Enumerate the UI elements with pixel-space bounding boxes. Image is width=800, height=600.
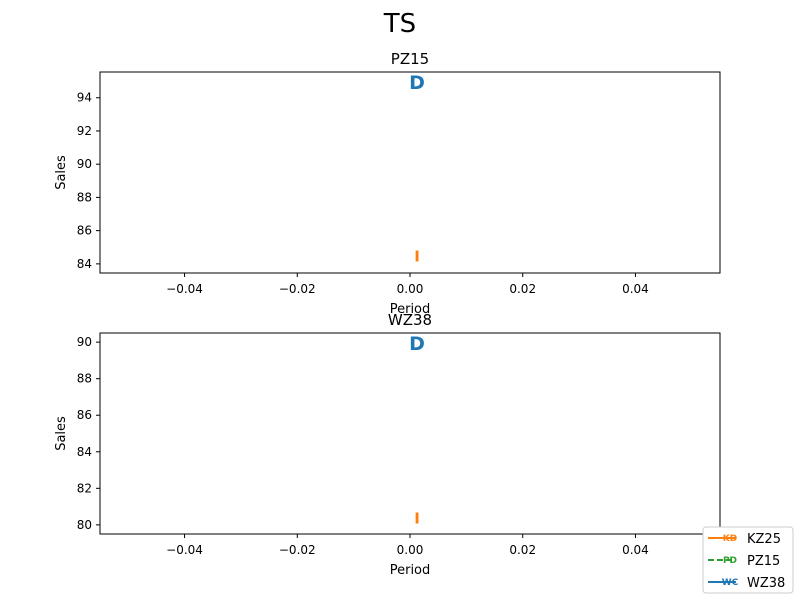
y-tick-label: 84 [77,445,92,459]
x-tick-label: −0.02 [279,543,316,557]
data-annotation: D [409,333,425,355]
y-tick-label: 88 [77,190,92,204]
legend-label: KZ25 [747,532,781,547]
y-tick-label: 88 [77,372,92,386]
x-axis-label: Period [390,563,431,578]
data-annotation: I [414,510,420,528]
y-tick-label: 86 [77,224,92,238]
y-tick-label: 86 [77,408,92,422]
y-tick-label: 92 [77,124,92,138]
y-tick-label: 82 [77,481,92,495]
data-annotation: D [409,72,425,94]
figure-title: TS [383,9,417,39]
legend-label: PZ15 [747,554,780,569]
y-axis-label: Sales [54,155,69,190]
subplot-title: WZ38 [388,311,432,329]
plot-area [99,71,721,274]
x-tick-label: −0.04 [166,282,203,296]
legend-label: WZ38 [747,576,785,591]
legend-item: PD PZ15 [708,554,780,569]
y-tick-label: 94 [77,91,92,105]
subplot-2: WZ38 −0.04 −0.02 0.00 0.02 0.04 80 82 84 86 88 90 Pe… [54,311,721,578]
y-axis-label: Sales [54,416,69,451]
subplot-1: PZ15 −0.04 −0.02 0.00 0.02 0.04 84 86 88 90 92 94 Pe… [54,50,721,317]
y-tick-label: 80 [77,518,92,532]
y-tick-label: 90 [77,157,92,171]
legend-marker-label: WC [722,578,739,588]
subplot-title: PZ15 [391,50,429,68]
x-tick-label: −0.02 [279,282,316,296]
x-axis-label: Period [390,302,431,317]
x-tick-label: 0.04 [622,543,649,557]
plot-area [99,332,721,535]
data-annotation: I [414,248,420,266]
legend-marker-label: PD [723,556,737,566]
y-tick-label: 84 [77,257,92,271]
x-tick-label: 0.00 [397,282,424,296]
x-tick-label: 0.00 [397,543,424,557]
legend-item: KD KZ25 [708,532,781,547]
legend: KD KZ25 PD PZ15 WC WZ38 [702,526,794,594]
x-tick-label: 0.02 [509,543,536,557]
legend-frame [702,526,794,594]
x-tick-label: −0.04 [166,543,203,557]
legend-item: WC WZ38 [708,576,785,591]
legend-marker-label: KD [723,534,737,544]
x-tick-label: 0.04 [622,282,649,296]
x-tick-label: 0.02 [509,282,536,296]
y-tick-label: 90 [77,335,92,349]
